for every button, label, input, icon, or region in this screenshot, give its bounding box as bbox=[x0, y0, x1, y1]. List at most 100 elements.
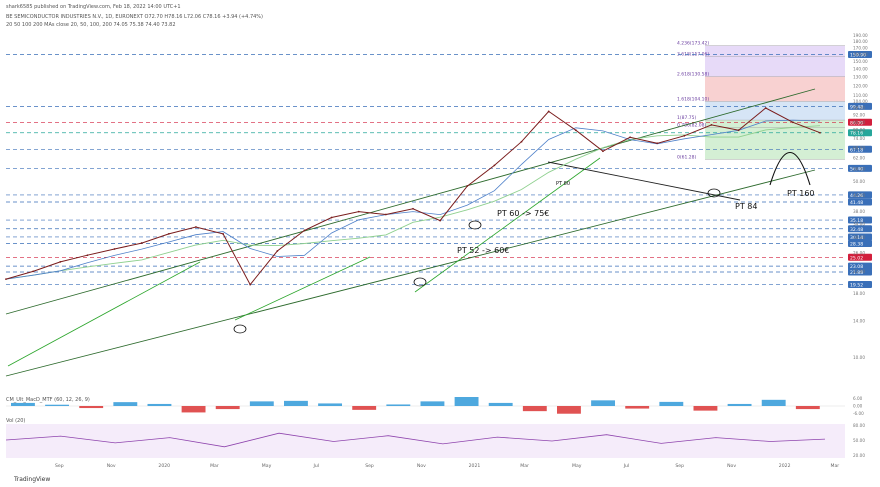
x-tick-label: May bbox=[262, 463, 272, 469]
y-tick-label: 56.00 bbox=[853, 167, 865, 172]
annotation-label: PT 80 bbox=[556, 181, 570, 187]
price-badge bbox=[848, 280, 872, 288]
fib-level-label: 1.618(104.10) bbox=[677, 96, 709, 102]
macd-histogram-bar bbox=[795, 406, 820, 410]
y-tick-label: 14.00 bbox=[853, 318, 865, 323]
price-point bbox=[547, 110, 550, 113]
price-badge bbox=[848, 191, 872, 199]
moving-average-50 bbox=[5, 119, 821, 280]
price-point bbox=[384, 213, 387, 216]
y-tick-label: 104.00 bbox=[853, 99, 868, 104]
price-point bbox=[167, 232, 170, 235]
price-badge-label: 28.38 bbox=[850, 242, 863, 248]
price-point bbox=[303, 229, 306, 232]
macd-histogram-bar bbox=[215, 406, 240, 410]
vol-title: Vol (20) bbox=[6, 418, 25, 424]
x-tick-label: Jul bbox=[313, 463, 320, 469]
price-point bbox=[113, 248, 116, 250]
price-point bbox=[195, 226, 197, 228]
y-tick-label: 80.00 bbox=[853, 128, 865, 133]
price-badge-label: 23.08 bbox=[850, 264, 863, 270]
y-tick-label: 150.00 bbox=[853, 59, 868, 64]
y-tick-label: 120.00 bbox=[853, 83, 868, 88]
y-tick-label: 26.00 bbox=[853, 251, 865, 256]
y-tick-label: 62.00 bbox=[853, 156, 865, 161]
price-point bbox=[466, 185, 469, 187]
price-point bbox=[330, 216, 333, 219]
price-badge-label: 21.88 bbox=[850, 270, 863, 276]
macd-histogram-bar bbox=[249, 401, 274, 406]
price-badge-label: 56.40 bbox=[850, 166, 863, 172]
price-badge-label: 86.00 bbox=[850, 120, 863, 126]
price-point bbox=[140, 242, 143, 244]
x-tick-label: Nov bbox=[107, 463, 116, 469]
channel-inner-line bbox=[7, 261, 201, 367]
fib-zone bbox=[705, 45, 845, 57]
price-badge-label: 44.26 bbox=[850, 193, 863, 199]
annotation-label: PT 52 -> 60€ bbox=[457, 246, 509, 255]
channel-upper-line bbox=[5, 88, 816, 315]
price-badge-label: 30.14 bbox=[850, 235, 863, 241]
x-tick-label: Sep bbox=[675, 463, 684, 469]
y-tick-label: 50.00 bbox=[853, 179, 865, 184]
price-badge-label: 159.90 bbox=[850, 52, 866, 58]
macd-histogram-bar bbox=[557, 406, 581, 414]
projection-arc bbox=[769, 152, 811, 186]
price-badge bbox=[848, 262, 872, 270]
price-point bbox=[222, 232, 224, 235]
main-pane: 4.236(173.42)3.618(157.06)2.618(130.58)1… bbox=[5, 33, 872, 377]
price-point bbox=[32, 270, 35, 273]
macd-histogram-bar bbox=[727, 403, 752, 406]
y-tick-label: 170.00 bbox=[853, 45, 868, 50]
fib-level-label: 2.618(130.58) bbox=[677, 72, 709, 78]
y-tick-label: 68.00 bbox=[853, 145, 865, 150]
annotation-label: PT 60 -> 75€ bbox=[497, 209, 549, 218]
price-badge-label: 25.02 bbox=[850, 255, 863, 261]
x-tick-label: 2021 bbox=[469, 463, 481, 469]
y-tick-label: 38.00 bbox=[853, 209, 865, 214]
price-badge bbox=[848, 268, 872, 276]
x-tick-label: Sep bbox=[55, 463, 64, 469]
ma-line: 20 50 100 200 MAs close 20, 50, 100, 200… bbox=[6, 22, 176, 28]
macd-histogram-bar bbox=[761, 399, 786, 406]
price-point bbox=[656, 142, 659, 145]
y-tick-label: 44.00 bbox=[853, 193, 865, 198]
x-tick-label: Nov bbox=[417, 463, 426, 469]
x-tick-label: Mar bbox=[831, 463, 840, 469]
price-badge-label: 67.18 bbox=[850, 147, 863, 153]
x-tick-label: May bbox=[572, 463, 582, 469]
price-badge-label: 41.48 bbox=[850, 200, 863, 206]
price-point bbox=[493, 164, 496, 167]
macd-histogram-bar bbox=[693, 406, 718, 411]
channel-inner-line bbox=[234, 256, 371, 321]
y-tick-label: 110.00 bbox=[853, 93, 868, 98]
fib-zone bbox=[705, 56, 845, 77]
x-tick-label: Jul bbox=[623, 463, 630, 469]
macd-histogram-bar bbox=[318, 403, 343, 406]
macd-histogram-bar bbox=[45, 404, 70, 406]
annotation-label: PT 160 bbox=[787, 189, 815, 198]
price-badge bbox=[848, 50, 872, 58]
price-badge bbox=[848, 129, 872, 137]
macd-histogram-bar bbox=[181, 406, 206, 413]
y-tick-label: 160.00 bbox=[853, 52, 868, 57]
macd-y-tick: 0.00 bbox=[853, 404, 863, 409]
price-point bbox=[819, 131, 821, 134]
price-badge-label: 99.48 bbox=[850, 104, 863, 110]
y-tick-label: 30.00 bbox=[853, 235, 865, 240]
price-point bbox=[412, 207, 414, 210]
price-badge bbox=[848, 216, 872, 224]
price-point bbox=[574, 129, 577, 132]
price-badge bbox=[848, 102, 872, 110]
macd-histogram-bar bbox=[488, 402, 513, 406]
macd-histogram-bar bbox=[147, 403, 172, 406]
macd-histogram-bar bbox=[386, 404, 411, 406]
price-badge-label: 78.16 bbox=[850, 131, 863, 137]
price-badge bbox=[848, 118, 872, 126]
macd-title: CM_Ult_MacD_MTF (60, 12, 26, 9) bbox=[6, 397, 90, 403]
macd-histogram-bar bbox=[79, 406, 104, 409]
fib-level-label: 0(61.28) bbox=[677, 154, 697, 160]
price-point bbox=[629, 136, 631, 139]
